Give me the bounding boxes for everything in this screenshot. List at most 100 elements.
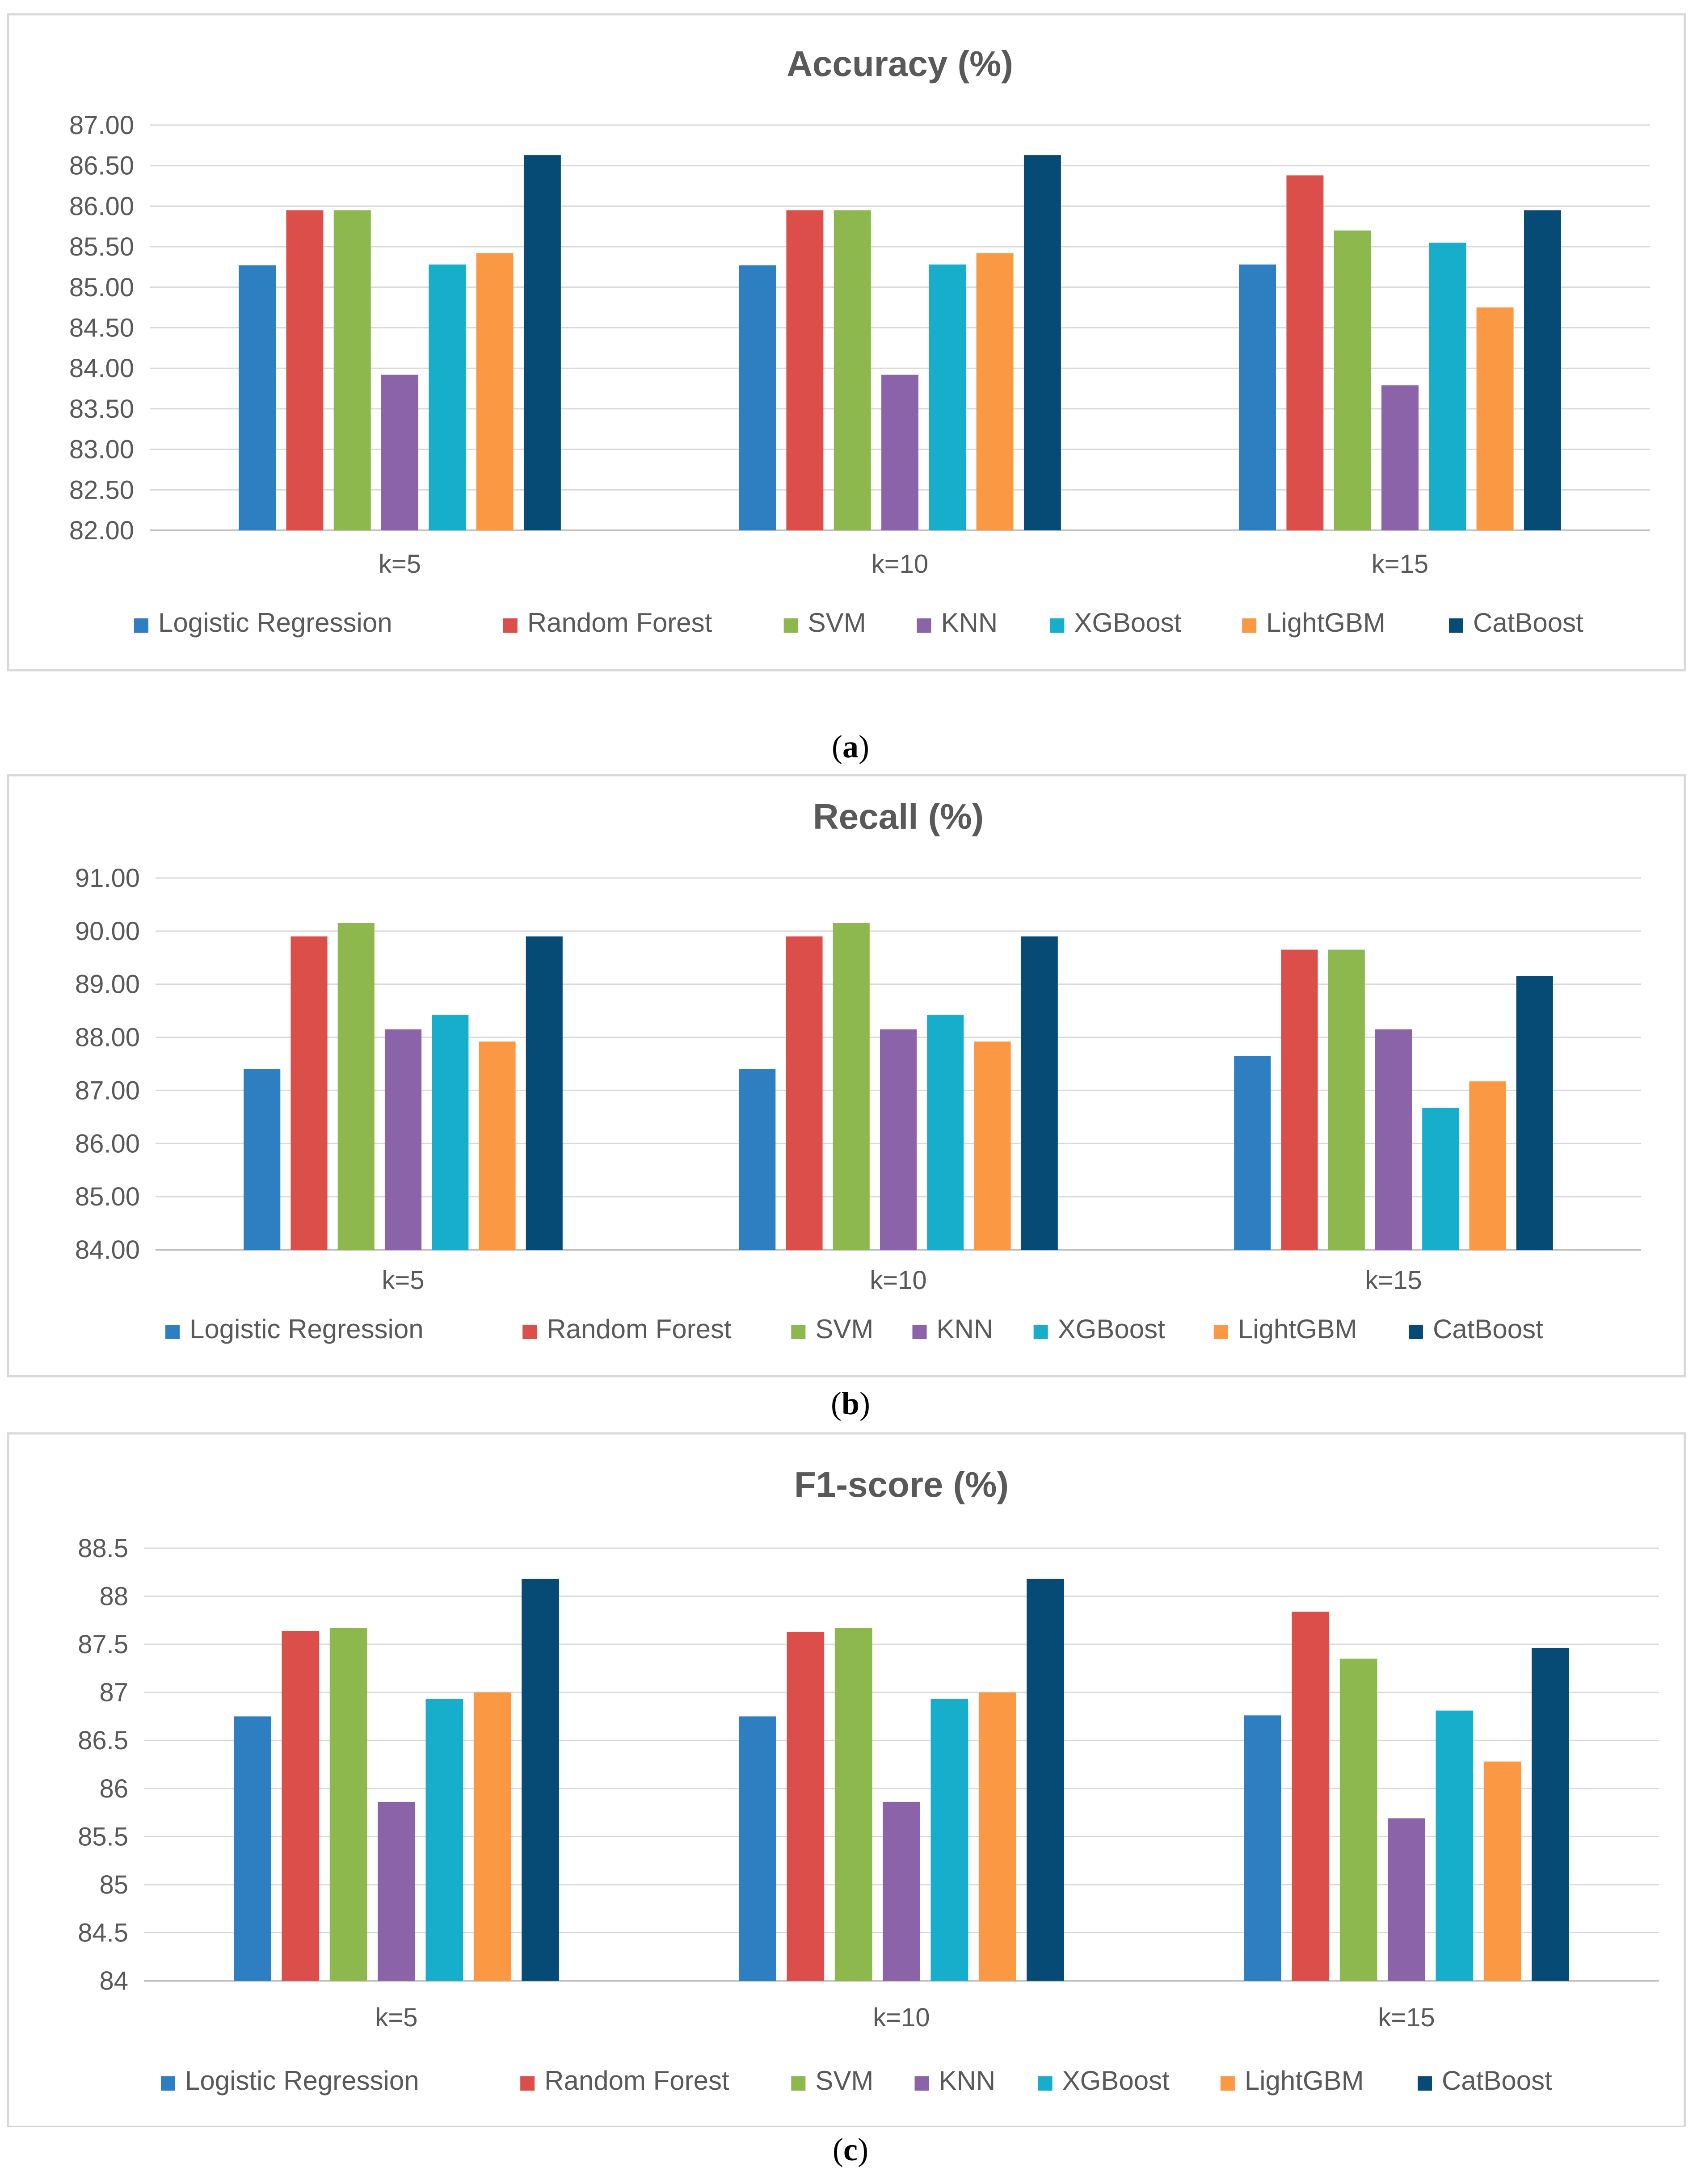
x-tick-label: k=5 xyxy=(379,550,421,579)
legend-swatch-xgboost xyxy=(1038,2076,1053,2091)
legend-swatch-svm xyxy=(791,2076,806,2091)
x-tick-label: k=10 xyxy=(872,550,928,579)
legend-label-logistic-regression: Logistic Regression xyxy=(185,2066,419,2096)
y-tick-label: 89.00 xyxy=(75,970,140,999)
chart-title: Recall (%) xyxy=(813,797,984,836)
y-tick-label: 88 xyxy=(99,1582,128,1611)
bar-lightgbm-k-10 xyxy=(974,1042,1011,1250)
legend-label-xgboost: XGBoost xyxy=(1062,2066,1170,2096)
bar-lightgbm-k-10 xyxy=(976,253,1014,530)
bar-logistic-regression-k-10 xyxy=(739,265,776,530)
x-tick-label: k=15 xyxy=(1372,550,1428,579)
legend-label-xgboost: XGBoost xyxy=(1074,608,1181,638)
bar-catboost-k-15 xyxy=(1524,210,1561,531)
chart-title: F1-score (%) xyxy=(794,1465,1009,1504)
bar-random-forest-k-5 xyxy=(286,210,324,531)
bar-knn-k-10 xyxy=(883,1802,920,1981)
legend-label-logistic-regression: Logistic Regression xyxy=(189,1314,424,1344)
bar-random-forest-k-15 xyxy=(1292,1611,1330,1981)
legend-label-catboost: CatBoost xyxy=(1442,2066,1552,2096)
bar-logistic-regression-k-10 xyxy=(739,1069,776,1250)
y-tick-label: 86.00 xyxy=(75,1129,140,1158)
y-tick-label: 86.5 xyxy=(78,1726,128,1755)
y-tick-label: 85 xyxy=(99,1870,128,1899)
bar-random-forest-k-10 xyxy=(787,1632,825,1981)
legend-swatch-lightgbm xyxy=(1220,2076,1235,2091)
x-tick-label: k=10 xyxy=(873,2003,930,2032)
bar-catboost-k-5 xyxy=(523,155,561,530)
y-tick-label: 87.00 xyxy=(75,1076,140,1105)
legend-swatch-catboost xyxy=(1409,1325,1423,1339)
legend-swatch-knn xyxy=(914,2076,929,2091)
legend-swatch-random-forest xyxy=(520,2076,535,2091)
bar-xgboost-k-10 xyxy=(927,1015,964,1250)
bar-svm-k-15 xyxy=(1334,230,1371,530)
legend-label-catboost: CatBoost xyxy=(1473,608,1583,638)
x-tick-label: k=5 xyxy=(382,1266,424,1295)
legend-label-random-forest: Random Forest xyxy=(544,2066,729,2096)
bar-knn-k-15 xyxy=(1388,1818,1425,1981)
bar-logistic-regression-k-15 xyxy=(1239,265,1276,530)
bar-svm-k-15 xyxy=(1328,949,1365,1250)
x-tick-label: k=5 xyxy=(375,2003,417,2032)
y-tick-label: 85.00 xyxy=(69,273,134,302)
bar-logistic-regression-k-15 xyxy=(1244,1715,1281,1981)
bar-logistic-regression-k-5 xyxy=(244,1069,281,1250)
legend-swatch-random-forest xyxy=(522,1325,537,1339)
y-tick-label: 83.00 xyxy=(69,435,134,464)
y-tick-label: 91.00 xyxy=(75,864,140,893)
y-tick-label: 87.5 xyxy=(78,1630,128,1659)
legend-label-svm: SVM xyxy=(815,2066,873,2096)
legend-swatch-xgboost xyxy=(1033,1325,1048,1339)
bar-lightgbm-k-5 xyxy=(473,1692,511,1981)
legend-label-lightgbm: LightGBM xyxy=(1245,2066,1364,2096)
y-tick-label: 88.5 xyxy=(78,1534,128,1563)
bar-random-forest-k-15 xyxy=(1286,175,1324,530)
bar-catboost-k-15 xyxy=(1532,1648,1569,1981)
bar-svm-k-5 xyxy=(329,1628,367,1981)
bar-svm-k-10 xyxy=(833,923,870,1250)
y-tick-label: 86 xyxy=(99,1774,128,1803)
bar-xgboost-k-10 xyxy=(929,265,966,530)
legend-label-lightgbm: LightGBM xyxy=(1238,1314,1357,1344)
bar-random-forest-k-10 xyxy=(786,936,823,1250)
chart-recall: Recall (%) 84.00 85.00 86.00 87.00 88.00 89.00… xyxy=(7,774,1686,1378)
bar-svm-k-15 xyxy=(1339,1659,1377,1981)
y-tick-label: 87.00 xyxy=(69,111,134,140)
bar-lightgbm-k-10 xyxy=(978,1692,1016,1981)
bar-xgboost-k-5 xyxy=(429,265,466,530)
legend-swatch-svm xyxy=(783,618,798,633)
bar-svm-k-5 xyxy=(333,210,371,531)
bar-random-forest-k-15 xyxy=(1281,949,1318,1250)
bar-xgboost-k-5 xyxy=(425,1699,463,1981)
bar-catboost-k-10 xyxy=(1021,936,1058,1250)
panel-label-a: (a) xyxy=(832,729,869,764)
bar-logistic-regression-k-5 xyxy=(239,265,276,530)
legend-swatch-catboost xyxy=(1449,618,1463,633)
legend-swatch-logistic-regression xyxy=(165,1325,180,1339)
y-tick-label: 84.00 xyxy=(69,354,134,383)
y-tick-label: 82.00 xyxy=(69,516,134,545)
bar-catboost-k-5 xyxy=(522,1579,559,1981)
bar-lightgbm-k-5 xyxy=(479,1042,516,1250)
legend-swatch-catboost xyxy=(1418,2076,1432,2091)
legend-label-catboost: CatBoost xyxy=(1433,1314,1543,1344)
bar-catboost-k-10 xyxy=(1027,1579,1064,1981)
bar-catboost-k-5 xyxy=(526,936,563,1250)
chart-f1-score: F1-score (%) 84 84.5 85 85.5 86 86.5 87 87.5 88 88… xyxy=(7,1432,1686,2127)
y-tick-label: 85.50 xyxy=(69,232,134,261)
legend-label-random-forest: Random Forest xyxy=(527,608,712,638)
bar-logistic-regression-k-10 xyxy=(739,1716,776,1981)
legend-swatch-xgboost xyxy=(1050,618,1065,633)
y-tick-label: 90.00 xyxy=(75,917,140,946)
bar-xgboost-k-10 xyxy=(930,1699,968,1981)
bar-lightgbm-k-5 xyxy=(476,253,514,530)
legend-swatch-logistic-regression xyxy=(134,618,148,633)
bar-random-forest-k-5 xyxy=(282,1630,320,1981)
y-tick-label: 83.50 xyxy=(69,395,134,424)
bar-knn-k-5 xyxy=(384,1029,422,1250)
legend-swatch-lightgbm xyxy=(1242,618,1257,633)
legend-label-lightgbm: LightGBM xyxy=(1266,608,1385,638)
legend-label-xgboost: XGBoost xyxy=(1058,1314,1165,1344)
x-tick-label: k=10 xyxy=(870,1266,926,1295)
